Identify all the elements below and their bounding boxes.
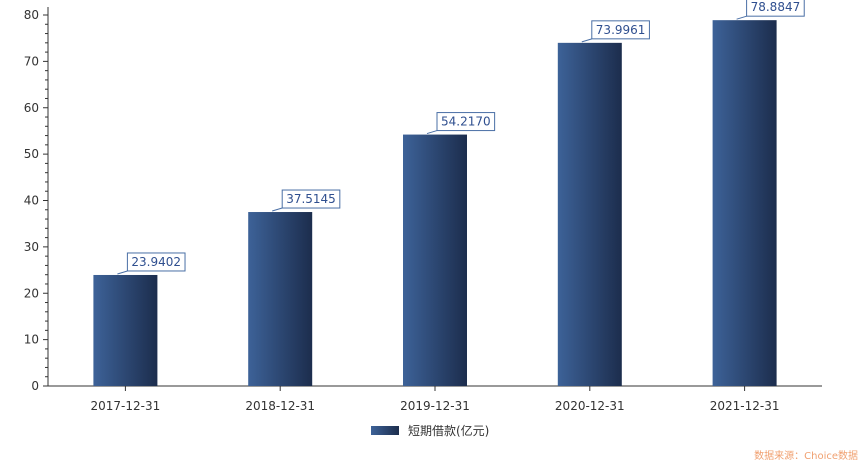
x-tick-label: 2017-12-31 bbox=[91, 399, 161, 413]
data-label-value: 54.2170 bbox=[441, 115, 491, 129]
data-label: 23.9402 bbox=[117, 252, 186, 275]
data-label-box bbox=[281, 189, 341, 209]
bars bbox=[93, 20, 777, 387]
data-label: 37.5145 bbox=[272, 189, 341, 212]
data-label: 78.8847 bbox=[736, 0, 805, 20]
data-label: 54.2170 bbox=[426, 112, 496, 135]
data-label-value: 23.9402 bbox=[131, 255, 181, 269]
x-axis: 2017-12-31 2018-12-31 2019-12-31 2020-12-31… bbox=[48, 385, 822, 413]
y-tick-label: 30 bbox=[24, 240, 39, 254]
y-tick-label: 10 bbox=[24, 333, 39, 347]
data-label-leader bbox=[426, 130, 438, 135]
y-tick-label: 40 bbox=[24, 194, 39, 208]
bar[interactable] bbox=[248, 212, 313, 386]
data-label-value: 37.5145 bbox=[286, 192, 336, 206]
y-tick-label: 60 bbox=[24, 101, 39, 115]
data-label-box bbox=[591, 20, 650, 40]
bar[interactable] bbox=[557, 42, 622, 387]
y-tick-label: 20 bbox=[24, 286, 39, 300]
source-note: 数据来源：Choice数据 bbox=[754, 449, 858, 462]
bar[interactable] bbox=[712, 20, 777, 386]
y-tick-label: 80 bbox=[24, 8, 39, 22]
y-tick-label: 0 bbox=[31, 379, 39, 393]
data-label-leader bbox=[117, 270, 128, 275]
y-tick-label: 50 bbox=[24, 147, 39, 161]
data-label-box bbox=[436, 112, 496, 132]
data-label-value: 78.8847 bbox=[751, 0, 801, 14]
data-label: 73.9961 bbox=[581, 20, 650, 43]
data-label-leader bbox=[272, 207, 283, 212]
data-label-box bbox=[126, 252, 186, 272]
data-label-value: 73.9961 bbox=[596, 23, 646, 37]
x-tick-label: 2021-12-31 bbox=[710, 399, 780, 413]
y-tick-label: 70 bbox=[24, 54, 39, 68]
bar[interactable] bbox=[403, 134, 467, 386]
data-label-leader bbox=[581, 38, 592, 43]
legend-swatch bbox=[371, 426, 399, 435]
data-label-box bbox=[746, 0, 805, 17]
x-tick-label: 2019-12-31 bbox=[400, 399, 470, 413]
legend-label: 短期借款(亿元) bbox=[408, 423, 489, 438]
x-tick-label: 2020-12-31 bbox=[555, 399, 625, 413]
data-label-leader bbox=[736, 15, 747, 20]
bar[interactable] bbox=[93, 274, 158, 386]
data-labels: 23.9402 37.5145 54.2170 73.9961 78.8847 bbox=[117, 0, 805, 275]
x-tick-label: 2018-12-31 bbox=[245, 399, 315, 413]
legend[interactable]: 短期借款(亿元) bbox=[371, 423, 489, 438]
y-axis: 0 10 20 30 40 50 60 70 80 bbox=[24, 7, 49, 393]
